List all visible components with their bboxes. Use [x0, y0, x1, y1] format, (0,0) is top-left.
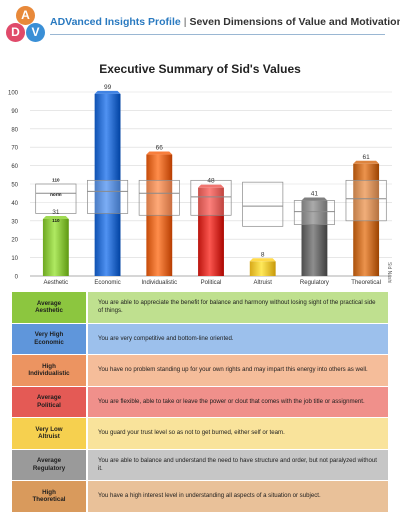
row-rating-label: Average Aesthetic	[12, 292, 86, 323]
row-description: You are flexible, able to take or leave …	[88, 386, 388, 417]
data-label: 61	[363, 154, 371, 161]
values-bar-chart: 0 10 20 30 40 50 60 70 80 90 100 31 Aesthetic 99 Econo…	[8, 84, 392, 286]
logo-letter-a: A	[16, 6, 35, 25]
row-rating-label: Very Low Altruist	[12, 418, 86, 449]
adv-logo: A D V	[6, 6, 46, 46]
row-rating-label: Average Political	[12, 386, 86, 417]
band-label-norm: norm	[50, 192, 61, 197]
logo-letter-d: D	[6, 23, 25, 42]
data-label: 31	[52, 209, 60, 216]
y-tick-label: 100	[8, 91, 19, 97]
side-note: Sid Nashi	[386, 262, 392, 284]
x-tick-label: Altruist	[254, 280, 273, 286]
logo-letter-v: V	[26, 23, 45, 42]
bar-cap	[198, 184, 224, 188]
bar-cap	[94, 90, 121, 94]
band-label-high: 110	[52, 177, 60, 182]
data-label: 66	[156, 145, 164, 152]
x-tick-label: Regulatory	[300, 280, 329, 286]
y-tick-label: 50	[11, 183, 18, 189]
bar-cap	[353, 160, 380, 164]
header-divider	[50, 34, 385, 35]
y-tick-label: 60	[11, 164, 18, 170]
row-description: You have no problem standing up for your…	[88, 355, 388, 386]
x-tick-label: Theoretical	[351, 280, 381, 286]
y-tick-label: 20	[11, 238, 18, 244]
bar-altruist	[249, 261, 276, 276]
norm-band	[87, 179, 129, 214]
data-label: 48	[207, 178, 215, 185]
header-title: ADVanced Insights Profile | Seven Dimensio…	[50, 16, 400, 28]
norm-band	[345, 179, 387, 222]
y-tick-label: 40	[11, 201, 18, 207]
bar-cap	[42, 215, 69, 219]
band-label-low: 110	[52, 218, 60, 223]
row-description: You are very competitive and bottom-line…	[88, 323, 388, 354]
norm-band	[293, 200, 335, 225]
y-tick-label: 0	[15, 275, 19, 281]
bar-aesthetic	[42, 218, 69, 276]
x-tick-label: Aesthetic	[44, 280, 69, 286]
header-subtitle: Seven Dimensions of Value and Motivation	[189, 16, 400, 28]
row-description: You are able to balance and understand t…	[88, 449, 388, 480]
x-tick-label: Political	[201, 280, 222, 286]
table-row: High Theoretical You have a high interest …	[12, 481, 388, 512]
bar-cap	[146, 151, 173, 155]
row-description: You are able to appreciate the benefit f…	[88, 292, 388, 323]
table-row: Average Regulatory You are able to balance…	[12, 449, 388, 480]
table-row: Very High Economic You are very competitiv…	[12, 323, 388, 354]
bar-political	[198, 187, 224, 276]
data-label: 41	[311, 191, 319, 198]
table-row: High Individualistic You have no problem s…	[12, 355, 388, 386]
row-rating-label: Very High Economic	[12, 323, 86, 354]
table-row: Average Aesthetic You are able to apprecia…	[12, 292, 388, 323]
row-rating-label: Average Regulatory	[12, 449, 86, 480]
norm-band	[242, 181, 284, 227]
bar-theoretical	[353, 163, 380, 276]
y-tick-label: 90	[11, 109, 18, 115]
y-tick-label: 10	[11, 256, 18, 262]
data-label: 8	[261, 251, 265, 258]
row-rating-label: High Individualistic	[12, 355, 86, 386]
y-tick-label: 70	[11, 146, 18, 152]
table-row: Average Political You are flexible, able t…	[12, 386, 388, 417]
data-label: 99	[104, 84, 112, 91]
values-summary-table: Average Aesthetic You are able to apprecia…	[12, 292, 388, 513]
row-description: You have a high interest level in unders…	[88, 481, 388, 512]
header-separator: |	[183, 16, 187, 28]
row-rating-label: High Theoretical	[12, 481, 86, 512]
x-tick-label: Individualistic	[141, 280, 177, 286]
brand-name: ADVanced Insights Profile	[50, 16, 181, 28]
row-description: You guard your trust level so as not to …	[88, 418, 388, 449]
x-tick-label: Economic	[94, 280, 120, 286]
bar-cap	[301, 197, 328, 201]
bar-economic	[94, 93, 121, 276]
chart-title: Executive Summary of Sid's Values	[99, 62, 301, 76]
norm-band	[138, 179, 180, 216]
table-row: Very Low Altruist You guard your trust lev…	[12, 418, 388, 449]
norm-band	[35, 183, 77, 214]
norm-band	[190, 179, 232, 216]
y-tick-label: 80	[11, 127, 18, 133]
y-tick-label: 30	[11, 219, 18, 225]
bar-cap	[249, 258, 276, 262]
bar-regulatory	[301, 200, 328, 276]
header: A D V ADVanced Insights Profile | Seven Di…	[0, 0, 400, 52]
